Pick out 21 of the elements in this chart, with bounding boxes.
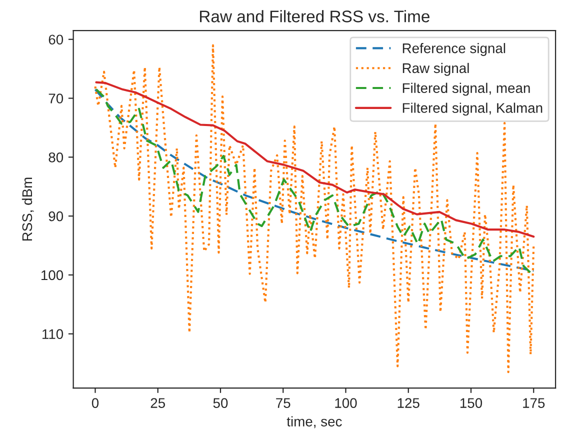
x-tick-label: 75	[276, 398, 290, 408]
legend-label: Reference signal	[402, 43, 506, 56]
x-tick-label: 100	[335, 398, 357, 408]
y-tick-label: 90	[48, 211, 64, 222]
legend-label: Filtered signal, mean	[402, 82, 530, 96]
x-tick-label: 0	[92, 398, 99, 408]
y-tick-label: 100	[41, 270, 64, 280]
y-axis-title: RSS, dBm	[22, 178, 34, 241]
y-tick-label: 70	[48, 94, 64, 104]
x-tick-label: 50	[213, 398, 228, 408]
y-tick-label: 80	[48, 152, 64, 162]
x-tick-label: 25	[150, 398, 166, 408]
x-axis-title: time, sec	[286, 416, 342, 428]
legend-label: Filtered signal, Kalman	[402, 102, 542, 116]
x-tick-label: 150	[460, 398, 482, 408]
x-tick-label: 125	[398, 398, 420, 408]
chart-title: Raw and Filtered RSS vs. Time	[200, 10, 430, 22]
y-tick-label: 60	[48, 34, 64, 45]
y-tick-label: 110	[42, 329, 64, 340]
x-tick-label: 175	[523, 398, 545, 408]
legend-label: Raw signal	[402, 62, 469, 76]
